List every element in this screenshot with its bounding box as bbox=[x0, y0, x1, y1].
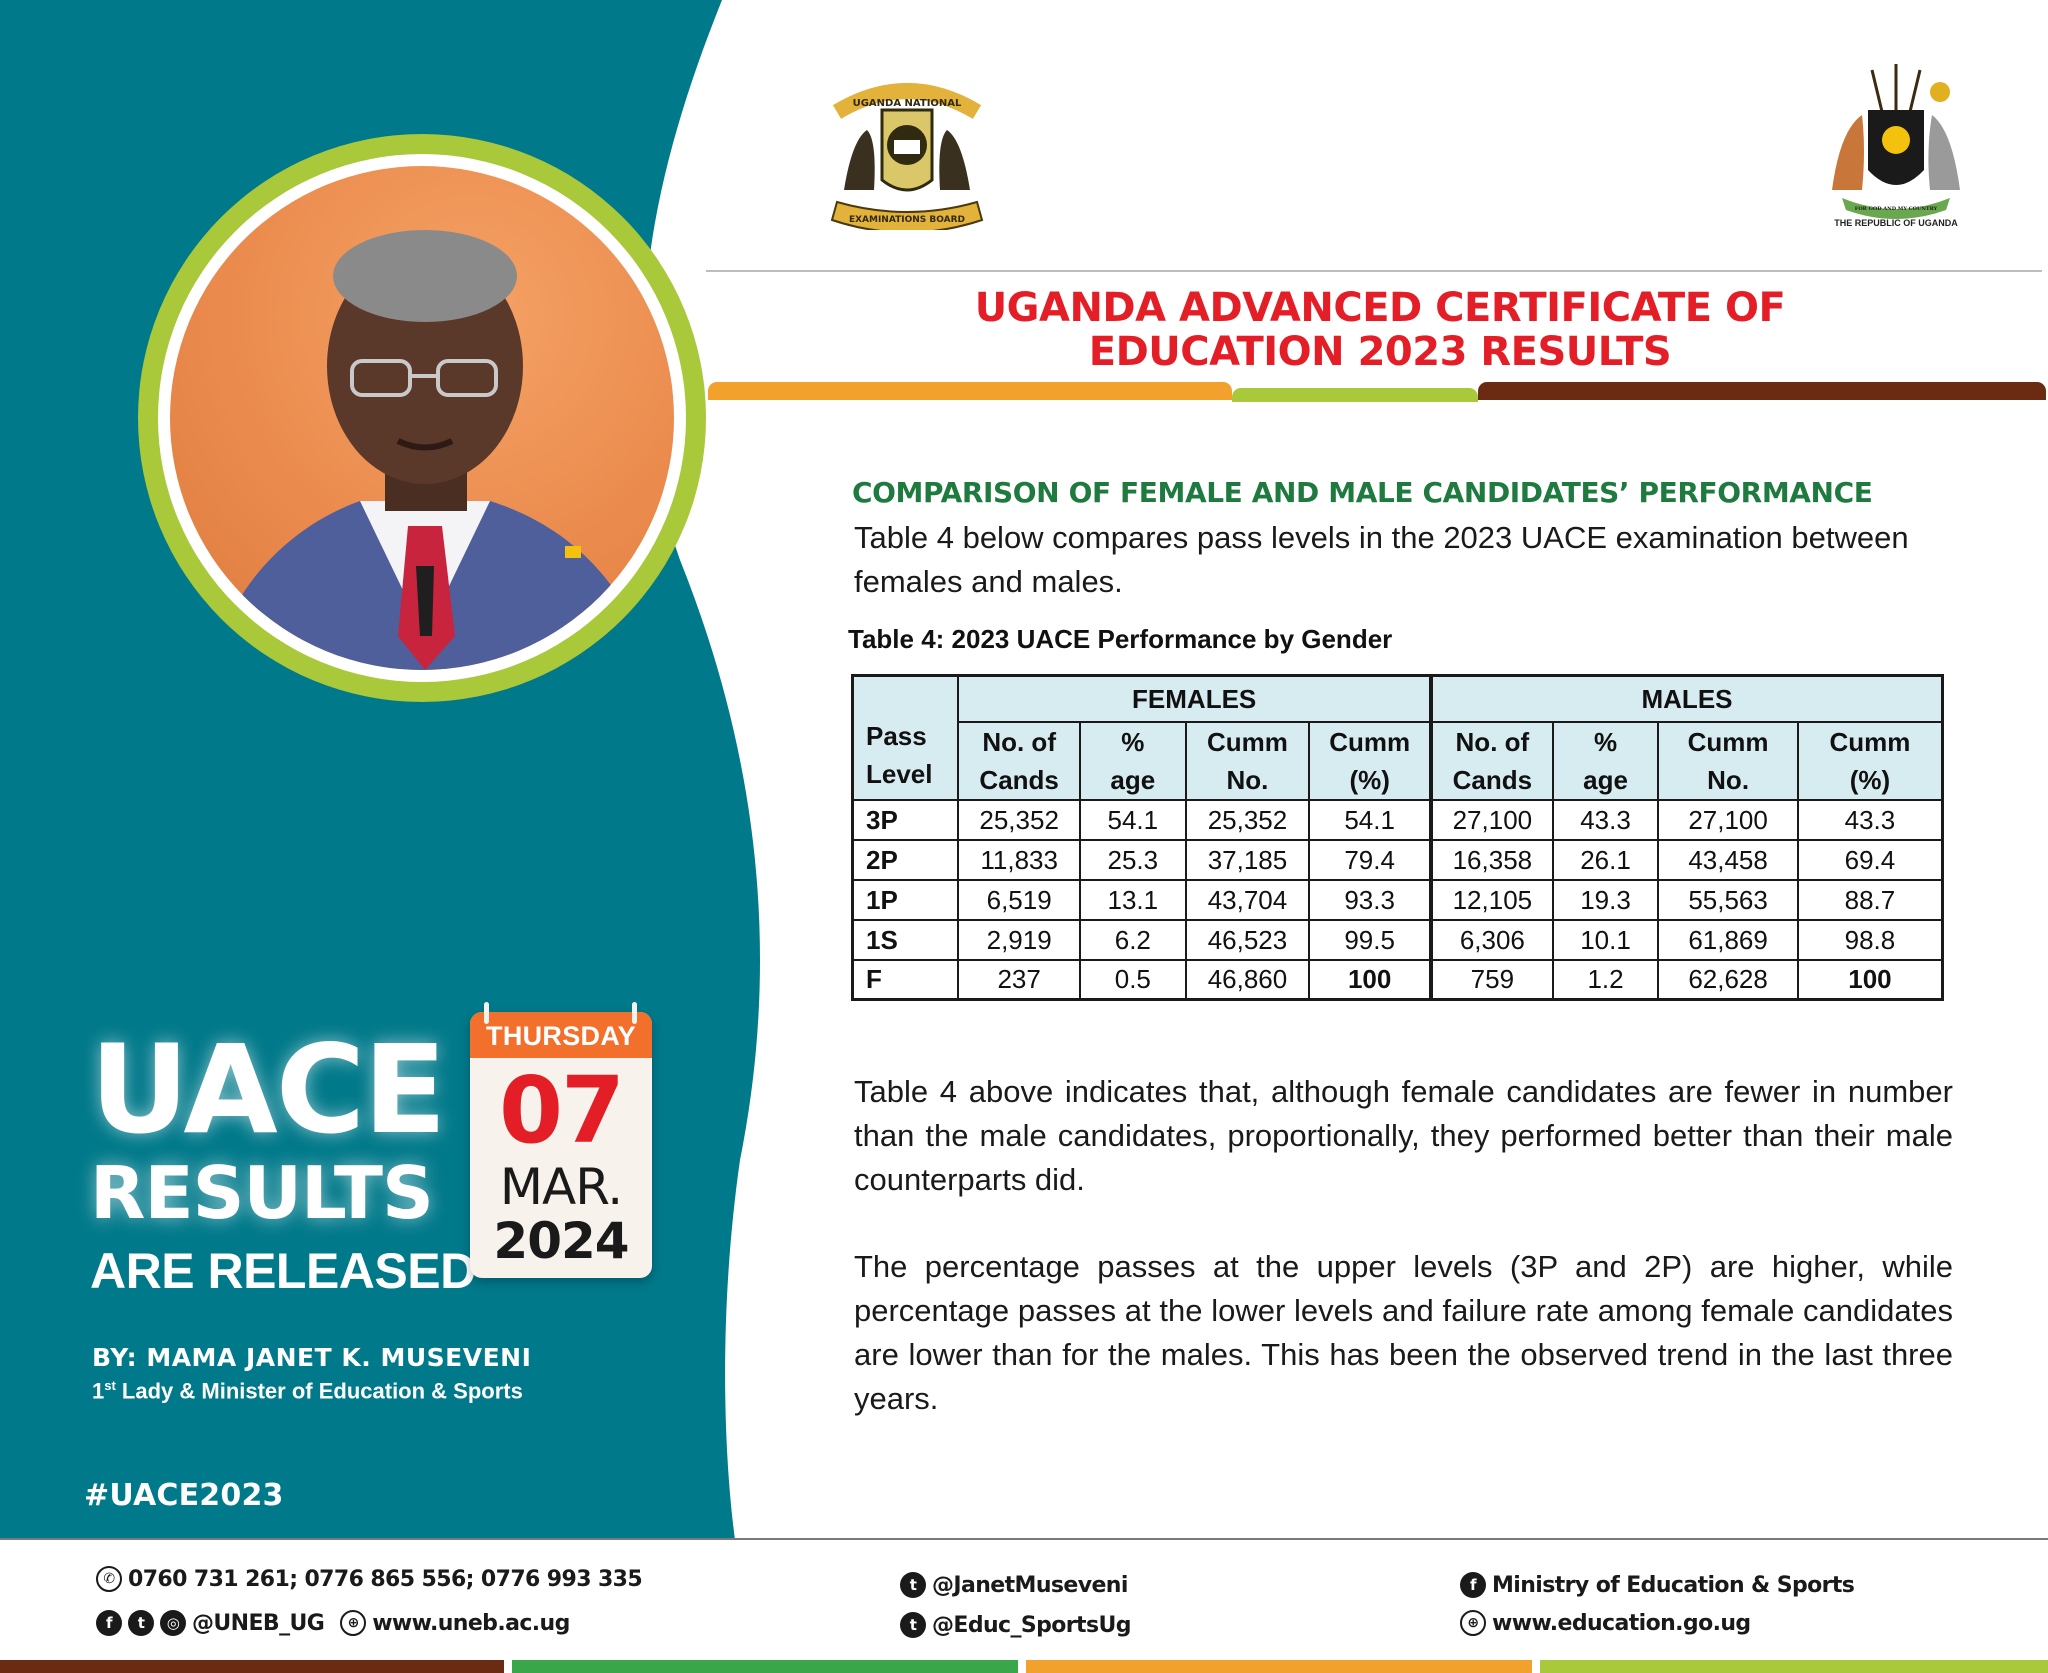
banner-line-results: RESULTS bbox=[90, 1151, 434, 1235]
twitter-handle-link[interactable]: @JanetMuseveni bbox=[932, 1572, 1128, 1598]
coat-of-arms-caption: THE REPUBLIC OF UGANDA bbox=[1834, 218, 1958, 228]
facebook-icon: f bbox=[1460, 1572, 1486, 1598]
performance-table: Pass Level FEMALES MALES No. of Cands % age… bbox=[851, 674, 1944, 1001]
col-header-f-cumpct: Cumm (%) bbox=[1308, 720, 1433, 801]
portrait-frame bbox=[138, 134, 706, 702]
footer-ministry-site: ⊕ www.education.go.ug bbox=[1460, 1610, 1751, 1636]
col-header-f-pct: % age bbox=[1079, 720, 1187, 801]
twitter-icon: t bbox=[900, 1612, 926, 1638]
accent-bar-orange bbox=[708, 382, 1232, 400]
calendar-ring-icon bbox=[484, 1002, 489, 1024]
ministry-website-link[interactable]: www.education.go.ug bbox=[1492, 1610, 1751, 1636]
footer-phones: ✆ 0760 731 261; 0776 865 556; 0776 993 3… bbox=[96, 1566, 643, 1592]
banner-line-released: ARE RELEASED bbox=[90, 1243, 476, 1299]
instagram-icon[interactable]: ◎ bbox=[160, 1610, 186, 1636]
analysis-paragraph-1: Table 4 above indicates that, although f… bbox=[854, 1074, 1953, 1197]
group-header-females: FEMALES bbox=[957, 674, 1433, 723]
table-row: F 237 0.5 46,860 100 759 1.2 62,628 100 bbox=[851, 958, 1944, 1001]
banner-line-uace: UACE bbox=[90, 1019, 447, 1161]
uneb-logo: UGANDA NATIONAL EXAMINATIONS BOARD bbox=[830, 83, 984, 230]
uneb-website-link[interactable]: www.uneb.ac.ug bbox=[372, 1610, 570, 1636]
table-row: 3P 25,352 54.1 25,352 54.1 27,100 43.3 2… bbox=[851, 798, 1944, 841]
col-header-f-cumno: Cumm No. bbox=[1184, 720, 1311, 801]
footer-uneb-social: f t ◎ @UNEB_UG ⊕ www.uneb.ac.ug bbox=[96, 1610, 570, 1636]
release-date-calendar: THURSDAY 07 MAR. 2024 bbox=[470, 1012, 652, 1278]
svg-text:EXAMINATIONS BOARD: EXAMINATIONS BOARD bbox=[849, 215, 965, 225]
col-header-f-cands: No. of Cands bbox=[957, 720, 1082, 801]
twitter-icon: t bbox=[900, 1572, 926, 1598]
byline-role: 1st Lady & Minister of Education & Sport… bbox=[92, 1378, 523, 1404]
footer-bar-orange bbox=[1026, 1660, 1532, 1673]
uneb-handle-link[interactable]: @UNEB_UG bbox=[192, 1610, 325, 1636]
table-row: 2P 11,833 25.3 37,185 79.4 16,358 26.1 4… bbox=[851, 838, 1944, 881]
calendar-weekday: THURSDAY bbox=[470, 1012, 652, 1058]
uganda-coat-of-arms: FOR GOD AND MY COUNTRY bbox=[1832, 64, 1960, 219]
facebook-icon[interactable]: f bbox=[96, 1610, 122, 1636]
accent-bar-brown bbox=[1478, 382, 2046, 400]
footer-twitter-2: t @Educ_SportsUg bbox=[900, 1612, 1131, 1638]
footer-facebook-ministry: f Ministry of Education & Sports bbox=[1460, 1572, 1855, 1598]
svg-text:UGANDA NATIONAL: UGANDA NATIONAL bbox=[853, 98, 962, 109]
group-header-males: MALES bbox=[1429, 674, 1944, 723]
hashtag: #UACE2023 bbox=[84, 1478, 284, 1513]
col-header-m-cands: No. of Cands bbox=[1429, 720, 1554, 801]
footer-twitter-1: t @JanetMuseveni bbox=[900, 1572, 1128, 1598]
footer-divider bbox=[0, 1538, 2048, 1540]
section-intro: Table 4 below compares pass levels in th… bbox=[854, 520, 1909, 599]
page-title: UGANDA ADVANCED CERTIFICATE OF EDUCATION… bbox=[974, 285, 1786, 375]
byline: BY: MAMA JANET K. MUSEVENI 1st Lady & Mi… bbox=[92, 1343, 531, 1404]
calendar-day: 07 bbox=[498, 1057, 625, 1164]
calendar-month: MAR. bbox=[499, 1158, 623, 1216]
col-header-pass-level: Pass Level bbox=[851, 674, 960, 801]
svg-text:FOR GOD AND MY COUNTRY: FOR GOD AND MY COUNTRY bbox=[1855, 206, 1938, 212]
col-header-m-cumno: Cumm No. bbox=[1657, 720, 1799, 801]
calendar-ring-icon bbox=[632, 1002, 637, 1024]
footer-bar-green bbox=[512, 1660, 1018, 1673]
col-header-m-pct: % age bbox=[1551, 720, 1660, 801]
globe-icon: ⊕ bbox=[340, 1610, 367, 1636]
table-row: 1S 2,919 6.2 46,523 99.5 6,306 10.1 61,8… bbox=[851, 918, 1944, 961]
twitter-icon[interactable]: t bbox=[128, 1610, 154, 1636]
calendar-year: 2024 bbox=[493, 1212, 629, 1270]
uace-banner: UACE RESULTS ARE RELEASED bbox=[90, 1019, 476, 1306]
twitter-handle-link[interactable]: @Educ_SportsUg bbox=[932, 1612, 1131, 1638]
header-divider bbox=[706, 270, 2042, 272]
section-heading: COMPARISON OF FEMALE AND MALE CANDIDATES… bbox=[852, 476, 1873, 509]
analysis-paragraph-2: The percentage passes at the upper level… bbox=[854, 1249, 1953, 1416]
minister-portrait-image bbox=[170, 166, 674, 670]
accent-bar-green bbox=[1232, 388, 1478, 402]
footer-bar-brown bbox=[0, 1660, 504, 1673]
whatsapp-icon: ✆ bbox=[96, 1566, 122, 1592]
byline-name: BY: MAMA JANET K. MUSEVENI bbox=[92, 1343, 532, 1372]
col-header-m-cumpct: Cumm (%) bbox=[1796, 720, 1944, 801]
globe-icon: ⊕ bbox=[1460, 1610, 1486, 1636]
table-caption: Table 4: 2023 UACE Performance by Gender bbox=[848, 624, 1393, 654]
ministry-facebook-link[interactable]: Ministry of Education & Sports bbox=[1492, 1572, 1855, 1598]
table-row: 1P 6,519 13.1 43,704 93.3 12,105 19.3 55… bbox=[851, 878, 1944, 921]
footer-bar-lime bbox=[1540, 1660, 2048, 1673]
